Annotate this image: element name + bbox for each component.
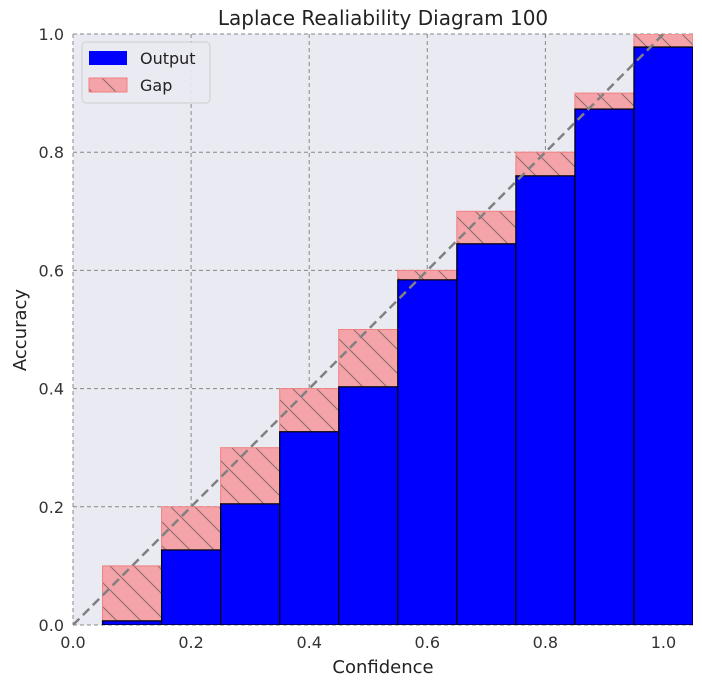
gap-bar [279, 388, 340, 433]
x-tick-label: 0.2 [178, 633, 203, 652]
legend-output-swatch [89, 51, 127, 65]
legend-gap-swatch [88, 77, 128, 93]
y-tick-labels: 0.0 0.2 0.4 0.6 0.8 1.0 [39, 25, 64, 635]
output-bar [338, 386, 399, 625]
output-bar [574, 108, 635, 625]
output-bar [456, 243, 517, 625]
y-tick-label: 0.6 [39, 261, 64, 280]
x-tick-label: 1.0 [651, 633, 676, 652]
y-tick-label: 0.4 [39, 380, 64, 399]
gap-bars [102, 34, 693, 622]
gap-bar [397, 269, 458, 281]
output-bar [633, 46, 693, 625]
y-tick-label: 0.2 [39, 498, 64, 517]
gap-bar [515, 151, 576, 177]
y-tick-label: 0.8 [39, 143, 64, 162]
gap-bar [456, 210, 517, 245]
legend-gap-label: Gap [140, 76, 172, 95]
gap-bar [574, 92, 635, 110]
x-tick-label: 0.4 [296, 633, 321, 652]
output-bar [515, 175, 576, 625]
gap-bar [102, 565, 163, 622]
output-bar [160, 549, 222, 625]
y-tick-label: 1.0 [39, 25, 64, 44]
output-bar [397, 279, 458, 625]
x-tick-label: 0.0 [60, 633, 85, 652]
gap-bar [633, 34, 693, 48]
chart-title: Laplace Realiability Diagram 100 [218, 6, 548, 30]
x-axis-title: Confidence [332, 657, 433, 678]
gap-bar [161, 506, 222, 551]
gap-bar [338, 329, 399, 388]
legend: Output Gap [81, 41, 211, 104]
output-bar [101, 620, 163, 625]
y-axis-title: Accuracy [10, 289, 31, 372]
output-bar [279, 431, 340, 625]
output-bar [220, 503, 281, 625]
legend-output-label: Output [140, 49, 196, 68]
x-tick-labels: 0.0 0.2 0.4 0.6 0.8 1.0 [60, 633, 676, 652]
x-tick-label: 0.8 [533, 633, 558, 652]
y-tick-label: 0.0 [39, 616, 64, 635]
x-tick-label: 0.6 [415, 633, 440, 652]
gap-bar [220, 447, 281, 505]
output-bars [101, 46, 693, 625]
